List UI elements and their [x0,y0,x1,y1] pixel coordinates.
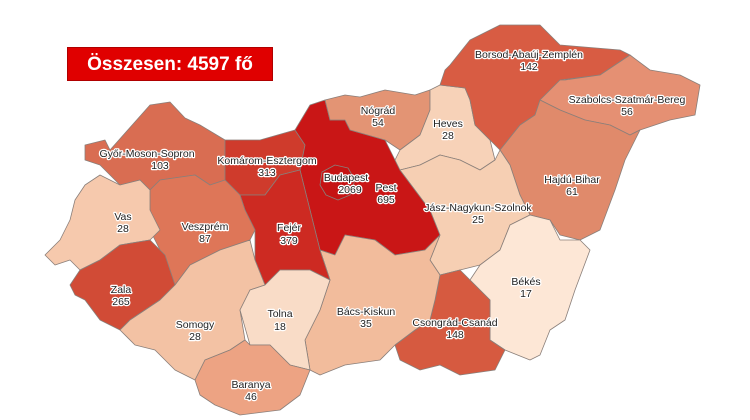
label-jasz-name: Jász-Nagykun-Szolnok [424,202,532,214]
label-veszprem-name: Veszprém [182,221,229,233]
label-somogy-value: 28 [189,331,201,343]
county-budapest[interactable] [319,164,356,201]
label-veszprem-value: 87 [199,233,211,245]
label-borsod-name: Borsod-Abaúj-Zemplén [475,49,583,61]
label-komarom-value: 313 [258,167,276,179]
label-zala-name: Zala [111,284,132,296]
label-bekes-value: 17 [520,288,532,300]
label-somogy-name: Somogy [176,319,215,331]
label-nograd-name: Nógrád [361,105,396,117]
label-hajdu-value: 61 [566,186,578,198]
label-bacs-name: Bács-Kiskun [337,306,396,318]
label-baranya-name: Baranya [231,379,270,391]
label-gyor-name: Győr-Moson-Sopron [99,148,194,160]
label-gyor-value: 103 [151,160,169,172]
label-komarom-name: Komárom-Esztergom [217,155,316,167]
label-tolna-name: Tolna [267,308,292,320]
county-gyor-moson-sopron[interactable] [84,101,226,191]
label-baranya-value: 46 [245,391,257,403]
label-budapest-name: Budapest [324,172,368,184]
label-borsod-value: 142 [520,61,538,73]
label-szabolcs-value: 56 [621,106,633,118]
label-vas-value: 28 [117,223,129,235]
label-tolna-value: 18 [274,321,286,333]
label-fejer-value: 379 [280,235,298,247]
label-heves-name: Heves [433,118,463,130]
label-pest-value: 695 [377,194,395,206]
label-csongrad-name: Csongrád-Csanád [412,317,497,329]
label-jasz-value: 25 [472,214,484,226]
label-fejer-name: Fejér [277,222,301,234]
label-hajdu-name: Hajdú-Bihar [544,174,600,186]
total-count-banner: Összesen: 4597 fő [67,47,273,81]
label-heves-value: 28 [442,130,454,142]
label-budapest-value: 2069 [338,184,362,196]
label-zala-value: 265 [112,296,130,308]
label-csongrad-value: 148 [446,329,464,341]
label-szabolcs-name: Szabolcs-Szatmár-Bereg [569,94,686,106]
county-baranya[interactable] [194,339,311,416]
label-vas-name: Vas [114,211,131,223]
label-bacs-value: 35 [360,318,372,330]
label-nograd-value: 54 [372,117,384,129]
label-bekes-name: Békés [511,276,540,288]
label-pest-name: Pest [375,182,396,194]
